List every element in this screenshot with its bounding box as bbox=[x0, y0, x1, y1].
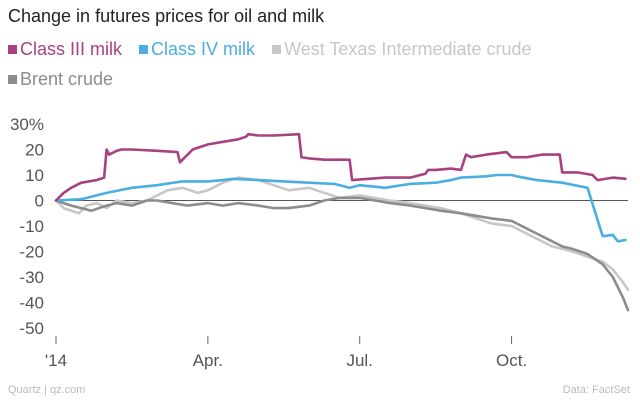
y-tick-label: -30 bbox=[19, 268, 44, 287]
series-line-class-iv-milk bbox=[54, 173, 627, 243]
x-tick-label: Apr. bbox=[193, 351, 223, 370]
y-tick-label: 20 bbox=[25, 141, 44, 160]
legend-item-brent-crude: Brent crude bbox=[8, 64, 113, 94]
x-tick-label: Jul. bbox=[346, 351, 372, 370]
y-tick-label: 30% bbox=[10, 115, 44, 134]
legend-item-class-iii-milk: Class III milk bbox=[8, 34, 122, 64]
legend-label-wti-crude: West Texas Intermediate crude bbox=[284, 39, 532, 59]
legend-swatch-class-iii-milk bbox=[8, 45, 17, 54]
y-tick-label: 0 bbox=[35, 192, 44, 211]
series-line-brent-crude bbox=[54, 196, 630, 312]
y-tick-label: -20 bbox=[19, 243, 44, 262]
series-line-west-texas-intermediate-crude bbox=[54, 176, 630, 292]
y-tick-label: -10 bbox=[19, 217, 44, 236]
legend-swatch-class-iv-milk bbox=[139, 45, 149, 54]
data-source: Data: FactSet bbox=[562, 384, 630, 396]
chart-title: Change in futures prices for oil and mil… bbox=[8, 6, 325, 26]
series-line-class-iii-milk bbox=[54, 132, 627, 202]
x-tick-label: '14 bbox=[45, 351, 67, 370]
y-tick-label: -50 bbox=[19, 319, 44, 338]
y-tick-label: 10 bbox=[25, 166, 44, 185]
legend-item-class-iv-milk: Class IV milk bbox=[139, 34, 255, 64]
legend-item-wti-crude: West Texas Intermediate crude bbox=[272, 34, 532, 64]
y-tick-label: -40 bbox=[19, 294, 44, 313]
legend-swatch-brent-crude bbox=[8, 75, 17, 84]
legend-swatch-wti-crude bbox=[272, 45, 282, 54]
legend-label-class-iii-milk: Class III milk bbox=[20, 39, 123, 59]
legend-label-class-iv-milk: Class IV milk bbox=[151, 39, 256, 59]
source-credit: Quartz | qz.com bbox=[8, 384, 86, 396]
chart-legend: Class III milk Class IV milk West Texas … bbox=[8, 34, 628, 94]
x-tick-label: Oct. bbox=[496, 351, 527, 370]
legend-label-brent-crude: Brent crude bbox=[20, 69, 114, 89]
